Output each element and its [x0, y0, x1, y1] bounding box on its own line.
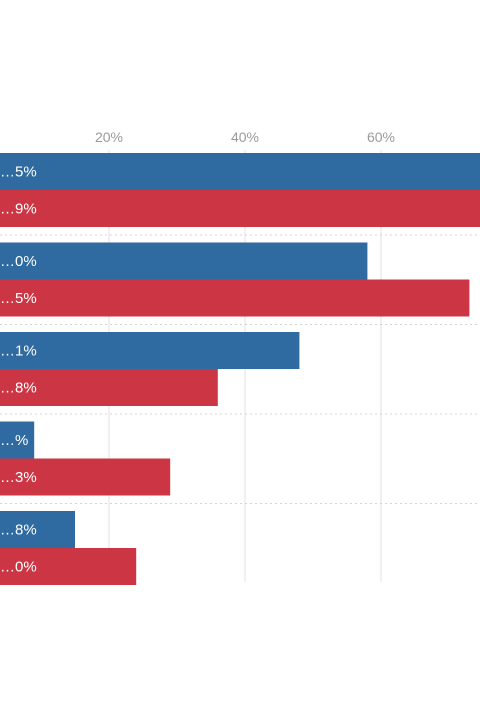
bar — [0, 332, 300, 369]
bar-value-label: …0% — [0, 559, 37, 576]
bar — [0, 369, 218, 406]
bar-value-label: …3% — [0, 469, 37, 486]
bar — [0, 511, 75, 548]
bar-value-label: …1% — [0, 343, 37, 360]
bar-value-label: …9% — [0, 201, 37, 218]
bar-value-label: …5% — [0, 290, 37, 307]
bar — [0, 242, 368, 280]
bar — [0, 153, 480, 190]
bar-value-label: …0% — [0, 253, 37, 270]
bar — [0, 421, 35, 459]
x-axis-ticks: 20% 40% 60% — [95, 129, 395, 145]
bar — [0, 190, 480, 227]
x-tick-label: 60% — [367, 129, 395, 145]
bar — [0, 458, 171, 496]
bars — [0, 153, 480, 585]
x-tick-label: 40% — [231, 129, 259, 145]
x-tick-label: 20% — [95, 129, 123, 145]
bar-value-label: …5% — [0, 164, 37, 181]
bar-value-label: …% — [0, 432, 28, 449]
bar-value-label: …8% — [0, 380, 37, 397]
bar-labels: …5% …9% …0% …5% …1% …8% …% …3% …8% …0% — [0, 164, 37, 576]
bar-value-label: …8% — [0, 522, 37, 539]
bar — [0, 279, 470, 317]
bar — [0, 548, 137, 585]
